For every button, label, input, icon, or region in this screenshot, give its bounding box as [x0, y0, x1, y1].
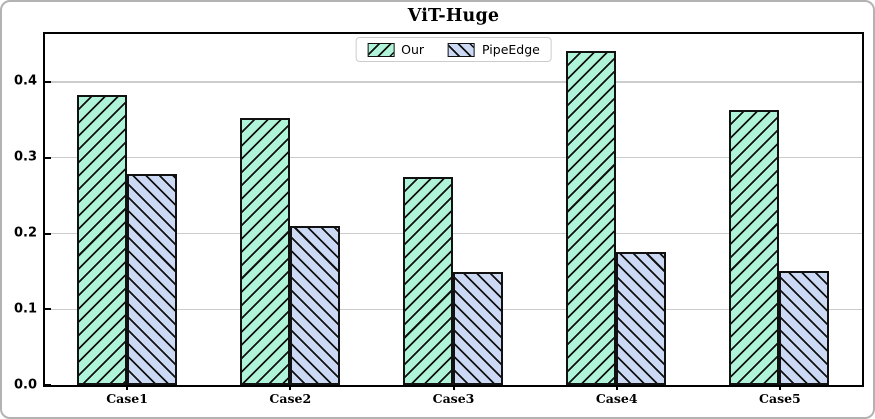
x-tick-label: Case4: [595, 391, 638, 406]
bar-pipeedge-case3: [453, 272, 503, 385]
x-tick-label: Case3: [432, 391, 475, 406]
y-tick: [45, 308, 51, 311]
x-tick-label: Case1: [106, 391, 148, 406]
legend-item-pipeedge: PipeEdge: [448, 42, 540, 57]
legend-label-our: Our: [401, 42, 425, 57]
y-tick: [45, 80, 51, 83]
legend: Our PipeEdge: [355, 37, 552, 62]
x-tick: [452, 385, 455, 390]
plot-area: Our PipeEdge: [43, 32, 864, 387]
legend-swatch-pipeedge-icon: [448, 42, 476, 57]
y-tick: [45, 156, 51, 159]
gridline: [45, 81, 862, 83]
gridline: [45, 232, 862, 235]
legend-swatch-our-icon: [367, 42, 395, 57]
bar-pipeedge-case2: [289, 225, 340, 385]
y-tick-label: 0.4: [13, 73, 37, 89]
bar-pipeedge-case1: [126, 174, 177, 385]
y-tick: [45, 232, 51, 235]
x-tick-label: Case5: [759, 391, 801, 406]
x-tick: [778, 385, 781, 390]
y-tick-label: 0.2: [13, 225, 37, 241]
bar-pipeedge-case4: [616, 251, 667, 385]
x-tick: [126, 385, 129, 390]
y-tick-label: 0.1: [13, 301, 37, 317]
bar-our-case2: [239, 118, 290, 385]
y-tick: [45, 384, 51, 386]
chart-title: ViT-Huge: [407, 6, 500, 26]
bar-our-case5: [729, 110, 780, 385]
x-tick-label: Case2: [269, 391, 312, 406]
gridline: [45, 156, 862, 159]
bar-our-case1: [76, 94, 127, 385]
bar-our-case3: [403, 177, 453, 385]
x-tick: [615, 385, 618, 390]
bar-our-case4: [566, 50, 617, 385]
y-tick-label: 0.3: [13, 149, 37, 165]
y-tick-label: 0.0: [13, 377, 37, 392]
legend-item-our: Our: [367, 42, 424, 57]
bar-pipeedge-case5: [779, 270, 830, 385]
legend-label-pipeedge: PipeEdge: [482, 42, 540, 57]
x-tick: [289, 385, 292, 390]
